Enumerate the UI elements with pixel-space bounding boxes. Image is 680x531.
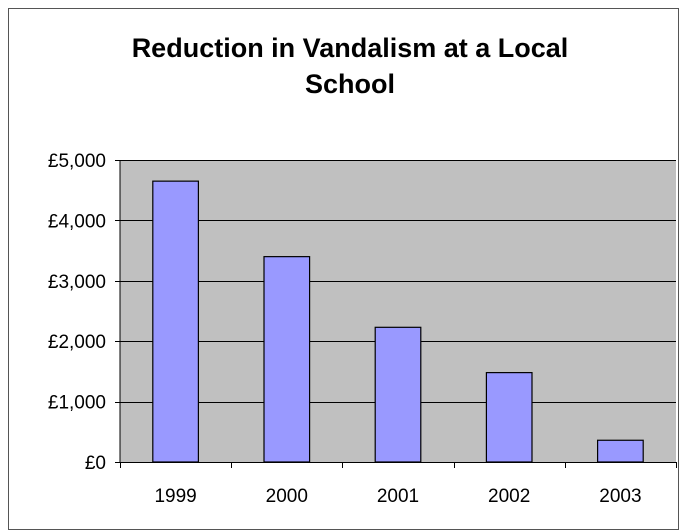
bar-2002 [485, 372, 533, 463]
axes [119, 160, 676, 463]
bars [152, 180, 644, 463]
chart-title: Reduction in Vandalism at a Local School [0, 30, 680, 102]
y-tick-label: £0 [85, 453, 106, 474]
bar-2000 [263, 256, 311, 463]
bar-2001 [374, 326, 422, 463]
y-tick-label: £5,000 [48, 151, 106, 172]
x-axis-ticks: 1999 2000 2001 2002 2003 [120, 462, 677, 507]
x-tick-label: 2002 [488, 486, 530, 507]
x-tick-label: 1999 [154, 486, 196, 507]
x-tick-label: 2001 [377, 486, 419, 507]
y-tick-label: £1,000 [48, 393, 106, 414]
chart-title-line-1: Reduction in Vandalism at a Local [131, 33, 569, 63]
y-tick-label: £2,000 [48, 332, 106, 353]
y-tick-label: £4,000 [48, 211, 106, 232]
y-axis-ticks: £0 £1,000 £2,000 £3,000 £4,000 £5,000 [48, 151, 120, 474]
x-tick-label: 2003 [599, 486, 641, 507]
x-tick-label: 2000 [266, 486, 308, 507]
bar-1999 [152, 180, 199, 463]
y-tick-label: £3,000 [48, 272, 106, 293]
chart-title-line-2: School [304, 69, 395, 99]
bar-2003 [597, 439, 644, 463]
